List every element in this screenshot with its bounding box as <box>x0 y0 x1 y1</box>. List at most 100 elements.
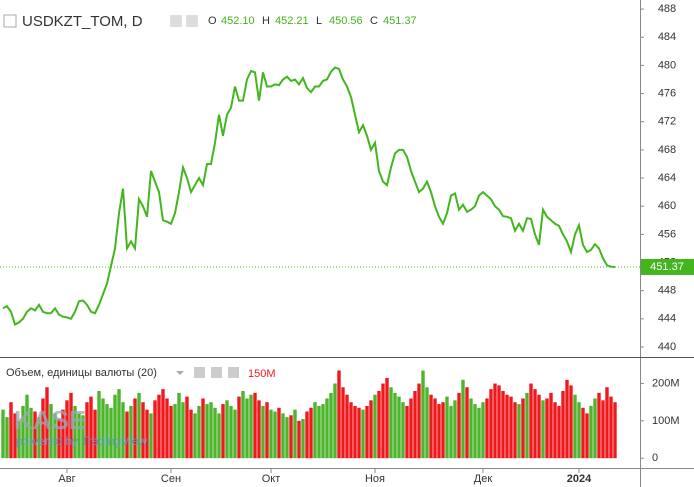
volume-bar <box>89 396 93 459</box>
volume-bar <box>593 398 597 459</box>
close-icon[interactable] <box>228 367 239 378</box>
volume-bar <box>333 383 337 459</box>
volume-bar <box>41 398 45 459</box>
y-tick-label: 200M <box>652 377 680 389</box>
volume-bar <box>137 392 141 459</box>
volume-bar <box>9 402 13 459</box>
volume-bar <box>209 402 213 459</box>
volume-bar <box>365 405 369 459</box>
volume-bar <box>181 402 185 459</box>
volume-bar <box>557 405 561 459</box>
volume-bar <box>289 415 293 459</box>
volume-bar <box>545 398 549 459</box>
volume-bar <box>61 409 65 459</box>
volume-bar <box>45 387 49 459</box>
volume-bar <box>85 402 89 459</box>
volume-bar <box>237 396 241 459</box>
volume-bar <box>245 398 249 459</box>
collapse-icon[interactable] <box>3 14 17 28</box>
volume-bar <box>273 411 277 459</box>
volume-bar <box>109 407 113 459</box>
volume-bar <box>149 413 153 459</box>
x-tick-label: Окт <box>262 473 281 485</box>
volume-bar <box>509 396 513 459</box>
volume-bar <box>81 415 85 459</box>
volume-bar <box>57 418 61 459</box>
volume-bar <box>493 383 497 459</box>
volume-bar <box>489 389 493 459</box>
volume-bar <box>325 398 329 459</box>
symbol-title: USDKZT_TOM, D <box>22 13 143 30</box>
volume-bar <box>1 409 5 459</box>
volume-bar <box>329 392 333 459</box>
ohlc-name: L <box>316 15 322 27</box>
volume-bar <box>589 405 593 459</box>
volume-bar <box>425 387 429 459</box>
dropdown-icon[interactable] <box>176 371 184 375</box>
volume-bar <box>465 387 469 459</box>
y-tick-label: 488 <box>658 3 676 15</box>
volume-bar <box>65 400 69 459</box>
volume-bar <box>433 398 437 459</box>
volume-bar <box>233 409 237 459</box>
volume-bar <box>369 400 373 459</box>
volume-bar <box>217 413 221 459</box>
volume-bar <box>229 405 233 459</box>
ohlc-name: O <box>208 15 217 27</box>
eye-icon[interactable] <box>194 367 205 378</box>
volume-bar <box>405 405 409 459</box>
volume-bar <box>485 398 489 459</box>
volume-bar <box>193 413 197 459</box>
volume-bar <box>513 402 517 459</box>
volume-bar <box>393 392 397 459</box>
y-tick-label: 484 <box>658 31 676 43</box>
x-tick-label: Авг <box>58 473 75 485</box>
volume-bar <box>29 407 33 459</box>
ohlc-name: H <box>262 15 270 27</box>
volume-bar <box>21 405 25 459</box>
eye-icon[interactable] <box>170 15 182 27</box>
volume-bar <box>69 392 73 459</box>
volume-bar <box>317 405 321 459</box>
y-tick-label: 440 <box>658 341 676 353</box>
y-tick-label: 468 <box>658 144 676 156</box>
volume-bar <box>385 377 389 459</box>
y-tick-label: 460 <box>658 200 676 212</box>
settings-icon[interactable] <box>186 15 198 27</box>
volume-bar <box>121 402 125 459</box>
price-line <box>2 66 616 326</box>
volume-bar <box>373 394 377 459</box>
volume-bar <box>97 390 101 459</box>
volume-bar <box>553 402 557 459</box>
volume-bar <box>185 396 189 459</box>
x-tick-label: Дек <box>474 473 493 485</box>
volume-bar <box>293 409 297 459</box>
volume-bar <box>49 404 53 459</box>
volume-bar <box>537 394 541 459</box>
volume-bar <box>597 392 601 459</box>
volume-bar <box>549 392 553 459</box>
volume-bar <box>461 379 465 459</box>
volume-bar <box>269 409 273 459</box>
volume-bar <box>205 404 209 459</box>
volume-bar <box>609 396 613 459</box>
volume-bar <box>497 385 501 459</box>
volume-bar <box>165 398 169 459</box>
volume-bar <box>429 394 433 459</box>
y-tick-label: 0 <box>652 452 658 464</box>
x-tick-label: Ноя <box>365 473 385 485</box>
volume-bar <box>337 370 341 459</box>
settings-icon[interactable] <box>211 367 222 378</box>
volume-bar <box>297 420 301 459</box>
volume-bar <box>225 400 229 459</box>
volume-bar <box>17 420 21 459</box>
ohlc-name: C <box>370 15 378 27</box>
volume-bar <box>105 404 109 459</box>
volume-bar <box>201 398 205 459</box>
last-price-label: 451.37 <box>650 261 684 273</box>
volume-bar <box>257 400 261 459</box>
volume-legend-value: 150M <box>248 368 276 380</box>
volume-bar <box>569 385 573 459</box>
volume-bar <box>173 404 177 459</box>
volume-bar <box>253 392 257 459</box>
